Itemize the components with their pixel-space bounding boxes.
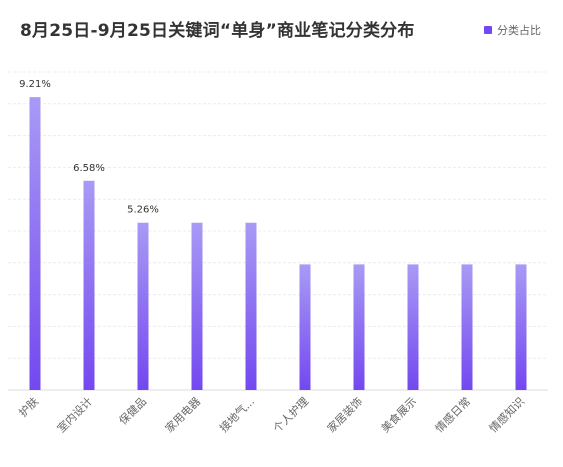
x-tick-label: 家用电器 bbox=[162, 394, 203, 435]
bar[interactable] bbox=[191, 222, 203, 390]
data-label: 9.21% bbox=[19, 79, 51, 90]
bar[interactable] bbox=[29, 97, 41, 390]
x-tick-label: 情感知识 bbox=[486, 394, 527, 435]
bar[interactable] bbox=[407, 264, 419, 390]
bar[interactable] bbox=[299, 264, 311, 390]
legend[interactable]: 分类占比 bbox=[484, 22, 541, 38]
x-tick-label: 保健品 bbox=[116, 394, 149, 427]
bar[interactable] bbox=[137, 222, 149, 390]
bar[interactable] bbox=[245, 222, 257, 390]
x-tick-label: 接地气... bbox=[216, 394, 257, 435]
bar[interactable] bbox=[515, 264, 527, 390]
bar[interactable] bbox=[353, 264, 365, 390]
x-tick-label: 室内设计 bbox=[54, 394, 95, 435]
x-tick-label: 个人护理 bbox=[270, 394, 311, 435]
x-tick-label: 美食展示 bbox=[378, 394, 419, 435]
legend-label: 分类占比 bbox=[497, 24, 541, 37]
bar[interactable] bbox=[83, 180, 95, 390]
x-tick-label: 护肤 bbox=[16, 394, 41, 419]
data-label: 6.58% bbox=[73, 163, 105, 174]
x-tick-label: 家居装饰 bbox=[324, 394, 365, 435]
legend-swatch bbox=[484, 26, 492, 34]
bar[interactable] bbox=[461, 264, 473, 390]
x-tick-label: 情感日常 bbox=[433, 395, 473, 435]
data-label: 5.26% bbox=[127, 205, 159, 216]
chart-title: 8月25日-9月25日关键词“单身”商业笔记分类分布 bbox=[20, 21, 415, 41]
